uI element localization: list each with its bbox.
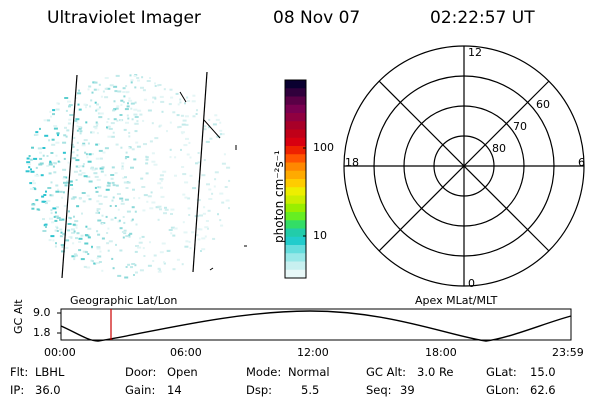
info-flt-value: LBHL — [35, 365, 65, 379]
mlt-label-18: 18 — [345, 156, 359, 169]
colorbar-tick-100: 100 — [313, 141, 334, 154]
mlat-label-70: 70 — [513, 120, 527, 133]
time-tick-1200: 12:00 — [297, 346, 329, 359]
info-mode-key: Mode: — [246, 365, 282, 379]
apex-label: Apex MLat/MLT — [415, 294, 498, 307]
colorbar-segment — [285, 129, 306, 139]
info-door-key: Door: — [125, 365, 157, 379]
image-time: 02:22:57 UT — [430, 8, 535, 28]
info-dsp-key: Dsp: — [246, 383, 273, 397]
colorbar-segment — [285, 170, 306, 180]
colorbar-segment — [285, 121, 306, 131]
info-seq-key: Seq: — [366, 383, 392, 397]
info-ip-value: 36.0 — [35, 383, 61, 397]
colorbar-segment — [285, 104, 306, 114]
aurora-emission-speckle — [25, 74, 231, 279]
mlt-label-6: 6 — [578, 156, 585, 169]
altitude-tick-9: 9.0 — [33, 306, 51, 319]
colorbar-segment — [285, 179, 306, 188]
colorbar-segment — [285, 162, 306, 172]
altitude-curve — [60, 310, 572, 342]
colorbar-segment — [285, 203, 306, 213]
colorbar-segment — [285, 253, 306, 263]
colorbar-segment — [285, 269, 306, 279]
colorbar-segment — [285, 261, 306, 271]
meridian-diag-2 — [378, 80, 550, 252]
info-glat-key: GLat: — [486, 365, 517, 379]
mlt-label-0: 0 — [468, 277, 475, 290]
colorbar-segment — [285, 245, 306, 254]
info-door-value: Open — [167, 365, 198, 379]
info-gcalt-key: GC Alt: — [366, 365, 407, 379]
colorbar-segment — [285, 96, 306, 106]
mlat-label-60: 60 — [536, 98, 550, 111]
altitude-plot-frame — [60, 308, 572, 341]
colorbar-segment — [285, 146, 306, 155]
info-flt-key: Flt: — [10, 365, 29, 379]
info-glat-value: 15.0 — [530, 365, 556, 379]
colorbar-segment — [285, 80, 306, 89]
colorbar-segment — [285, 137, 306, 147]
colorbar-segment — [285, 212, 306, 221]
mlt-label-12: 12 — [468, 46, 482, 59]
colorbar-segment — [285, 228, 306, 238]
app-title: Ultraviolet Imager — [47, 8, 201, 28]
colorbar-segment — [285, 154, 306, 164]
colorbar-scale — [285, 80, 306, 279]
geographic-label: Geographic Lat/Lon — [70, 294, 178, 307]
info-dsp-value: 5.5 — [301, 383, 320, 397]
colorbar-segment — [285, 236, 306, 246]
info-ip-key: IP: — [10, 383, 25, 397]
info-mode-value: Normal — [288, 365, 330, 379]
colorbar-segment — [285, 195, 306, 205]
colorbar-segment — [285, 220, 306, 230]
info-gcalt-value: 3.0 Re — [417, 365, 454, 379]
info-seq-value: 39 — [400, 383, 415, 397]
altitude-axis-title: GC Alt — [12, 299, 25, 334]
info-glon-key: GLon: — [486, 383, 520, 397]
time-tick-0000: 00:00 — [44, 346, 76, 359]
time-tick-1800: 18:00 — [425, 346, 457, 359]
colorbar-segment — [285, 113, 306, 122]
colorbar-segment — [285, 88, 306, 98]
time-tick-0600: 06:00 — [170, 346, 202, 359]
info-gain-value: 14 — [167, 383, 182, 397]
mlat-label-80: 80 — [492, 142, 506, 155]
altitude-tick-1.8: 1.8 — [33, 326, 51, 339]
coastline-fragments — [179, 91, 247, 271]
time-tick-2359: 23:59 — [552, 346, 584, 359]
image-date: 08 Nov 07 — [273, 8, 361, 28]
info-gain-key: Gain: — [125, 383, 156, 397]
info-glon-value: 62.6 — [530, 383, 556, 397]
colorbar-segment — [285, 187, 306, 197]
boundary-line-right — [192, 71, 208, 273]
colorbar-tick-10: 10 — [313, 229, 327, 242]
boundary-line-left — [61, 74, 78, 279]
